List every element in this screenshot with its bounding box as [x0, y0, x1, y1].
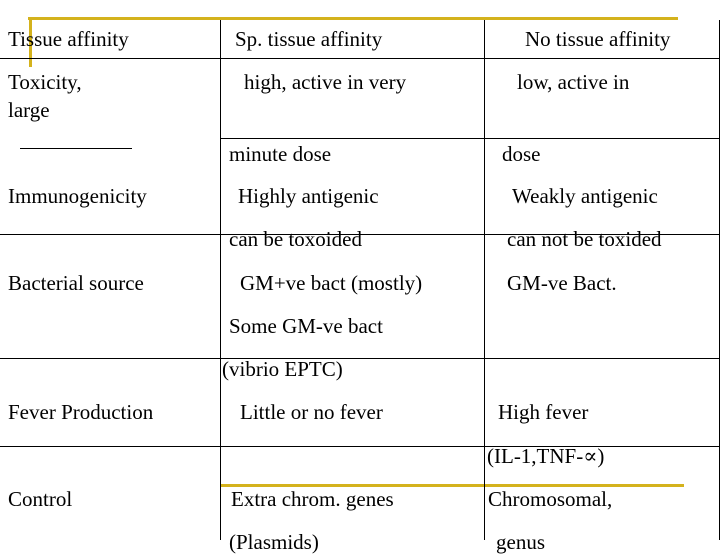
accent-line-left [29, 17, 32, 67]
toxicity-sp-line2: minute dose [229, 142, 332, 166]
toxicity-sp-line1: high, active in very [244, 70, 407, 94]
rule-toxicity-b [220, 138, 720, 139]
fever-label: Fever Production [8, 400, 154, 424]
rule-bacterial [0, 358, 720, 359]
bacterial-source-no-line1: GM-ve Bact. [507, 271, 617, 295]
immunogenicity-sp-line1: Highly antigenic [238, 184, 379, 208]
bacterial-source-label: Bacterial source [8, 271, 144, 295]
rule-toxicity-a [20, 148, 132, 149]
control-sp-line2: (Plasmids) [229, 530, 319, 554]
control-no-line1: Chromosomal, [488, 487, 613, 511]
rule-col-divider-1 [220, 20, 221, 540]
rule-col-divider-2 [484, 20, 485, 540]
immunogenicity-sp-line2: can be toxoided [229, 227, 362, 251]
fever-no-line1: High fever [498, 400, 589, 424]
header-no-tissue-affinity: No tissue affinity [525, 27, 671, 51]
immunogenicity-no-line2: can not be toxided [507, 227, 662, 251]
toxicity-label-line2: large [8, 98, 50, 122]
control-sp-line1: Extra chrom. genes [231, 487, 394, 511]
toxicity-no-line1: low, active in [517, 70, 630, 94]
rule-fever [0, 446, 720, 447]
toxicity-no-line2: dose [502, 142, 541, 166]
control-no-line2: genus [496, 530, 545, 554]
rule-header-bottom [0, 58, 720, 59]
immunogenicity-no-line1: Weakly antigenic [512, 184, 658, 208]
toxicity-label-line1: Toxicity, [8, 70, 82, 94]
bacterial-source-sp-line3: (vibrio EPTC) [222, 357, 343, 381]
bacterial-source-sp-line1: GM+ve bact (mostly) [240, 271, 423, 295]
accent-line-top [28, 17, 678, 20]
rule-immuno [0, 234, 720, 235]
bacterial-source-sp-line2: Some GM-ve bact [229, 314, 383, 338]
control-label: Control [8, 487, 73, 511]
immunogenicity-label: Immunogenicity [8, 184, 147, 208]
accent-line-bottom [220, 484, 684, 487]
header-tissue-affinity: Tissue affinity [8, 27, 129, 51]
fever-no-line2: (IL-1,TNF-∝) [487, 444, 605, 468]
fever-sp-line1: Little or no fever [240, 400, 383, 424]
header-sp-tissue-affinity: Sp. tissue affinity [235, 27, 383, 51]
